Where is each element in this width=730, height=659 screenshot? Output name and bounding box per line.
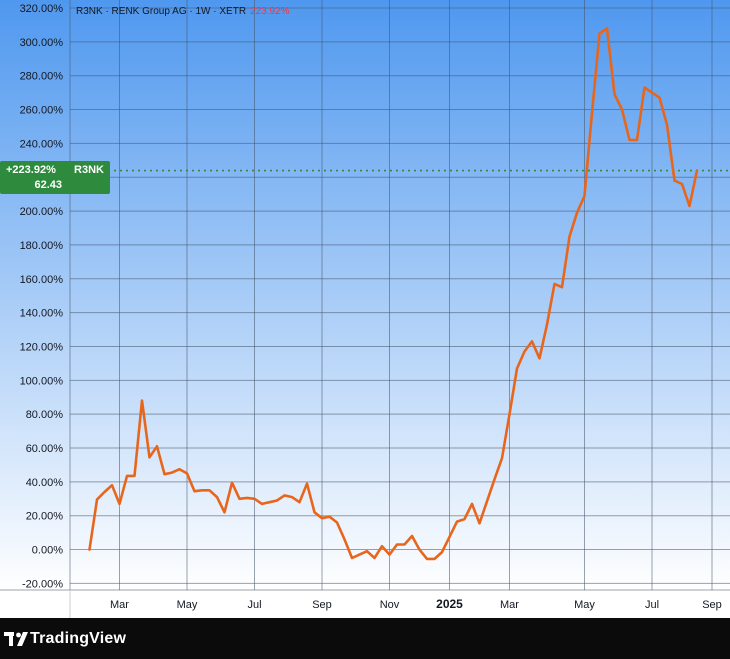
- chart-background: [0, 0, 730, 590]
- x-tick-label: Jul: [247, 599, 261, 611]
- y-tick-label: 200.00%: [20, 206, 64, 218]
- tradingview-logo-icon: [4, 632, 28, 646]
- symbol-title: R3NK · RENK Group AG · 1W · XETR: [76, 6, 247, 17]
- x-tick-label: Sep: [702, 599, 722, 611]
- badge-price: 62.43: [34, 179, 62, 191]
- y-tick-label: 40.00%: [26, 477, 64, 489]
- chart-svg[interactable]: -20.00% 0.00% 20.00% 40.00% 60.00% 80.00% 100.…: [0, 0, 730, 618]
- y-tick-label: 20.00%: [26, 511, 64, 523]
- y-tick-label: 300.00%: [20, 37, 64, 49]
- y-tick-label: 120.00%: [20, 341, 64, 353]
- price-series-line[interactable]: [88, 26, 699, 561]
- brand-name: TradingView: [30, 630, 127, 647]
- y-tick-label: 240.00%: [20, 138, 64, 150]
- x-tick-label: May: [177, 599, 198, 611]
- y-tick-label: 280.00%: [20, 71, 64, 83]
- x-tick-label: Mar: [500, 599, 519, 611]
- y-tick-label: 60.00%: [26, 443, 64, 455]
- x-axis-labels: Mar May Jul Sep Nov 2025 Mar May Jul Sep: [110, 597, 722, 611]
- y-tick-label: 320.00%: [20, 3, 64, 15]
- y-tick-label: -20.00%: [22, 578, 63, 590]
- x-tick-label: Jul: [645, 599, 659, 611]
- x-tick-label: May: [574, 599, 595, 611]
- footer-bar: TradingView: [0, 618, 730, 659]
- y-tick-label: 160.00%: [20, 274, 64, 286]
- symbol-legend[interactable]: R3NK · RENK Group AG · 1W · XETR 223.92%: [76, 6, 290, 17]
- y-tick-label: 140.00%: [20, 308, 64, 320]
- y-tick-label: 0.00%: [32, 545, 63, 557]
- x-tick-label: Mar: [110, 599, 129, 611]
- x-tick-label: Sep: [312, 599, 332, 611]
- badge-symbol: R3NK: [74, 164, 104, 176]
- y-tick-label: 180.00%: [20, 240, 64, 252]
- price-badge: +223.92% R3NK 62.43: [0, 161, 110, 194]
- legend-change: 223.92%: [250, 6, 290, 17]
- x-axis-band: [0, 590, 730, 618]
- grid: [69, 0, 730, 590]
- y-tick-label: 260.00%: [20, 105, 64, 117]
- x-tick-label: Nov: [380, 599, 400, 611]
- badge-change: +223.92%: [6, 164, 56, 176]
- y-axis-labels: -20.00% 0.00% 20.00% 40.00% 60.00% 80.00% 100.…: [20, 3, 64, 590]
- x-tick-label: 2025: [436, 597, 463, 611]
- y-tick-label: 80.00%: [26, 409, 64, 421]
- y-tick-label: 100.00%: [20, 375, 64, 387]
